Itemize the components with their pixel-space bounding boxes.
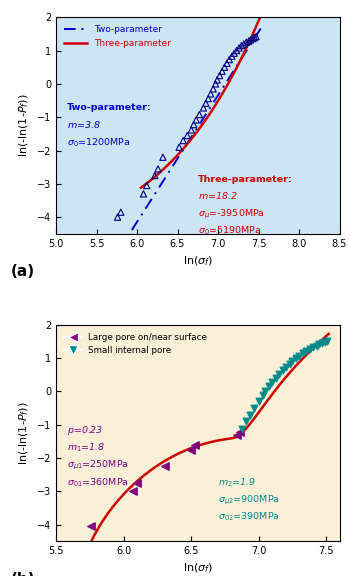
Y-axis label: ln(-ln(1-$P_f$)): ln(-ln(1-$P_f$)) xyxy=(18,94,31,157)
Point xyxy=(180,136,186,145)
Point xyxy=(276,370,281,379)
Y-axis label: ln(-ln(1-$P_f$)): ln(-ln(1-$P_f$)) xyxy=(18,401,31,465)
Point xyxy=(303,346,309,355)
Point xyxy=(88,522,94,531)
Text: $m$=18.2: $m$=18.2 xyxy=(198,190,237,201)
Point xyxy=(213,79,218,89)
Point xyxy=(224,59,230,68)
Point xyxy=(260,391,265,400)
Point xyxy=(314,341,319,350)
Point xyxy=(250,34,255,43)
Point xyxy=(283,362,288,372)
Point xyxy=(253,32,259,41)
Point xyxy=(217,71,222,80)
Text: $m_1$=1.8: $m_1$=1.8 xyxy=(67,441,106,454)
Text: $\sigma_{\mu2}$=900MPa: $\sigma_{\mu2}$=900MPa xyxy=(218,494,279,507)
Point xyxy=(296,351,302,360)
Text: Three-parameter:: Three-parameter: xyxy=(198,175,292,184)
Point xyxy=(256,397,261,406)
Text: (a): (a) xyxy=(10,264,35,279)
Point xyxy=(269,378,275,387)
Point xyxy=(176,143,182,152)
Point xyxy=(234,431,240,440)
Legend: Large pore on/near surface, Small internal pore: Large pore on/near surface, Small intern… xyxy=(60,329,211,359)
Point xyxy=(244,37,249,47)
Point xyxy=(162,462,168,471)
Point xyxy=(219,67,225,76)
Point xyxy=(247,410,253,419)
Point xyxy=(229,52,234,61)
Text: Two-parameter:: Two-parameter: xyxy=(67,104,152,112)
Point xyxy=(184,131,190,140)
X-axis label: ln($\sigma_f$): ln($\sigma_f$) xyxy=(183,254,213,268)
Text: (b): (b) xyxy=(10,572,35,576)
Point xyxy=(234,46,239,55)
Point xyxy=(266,382,272,391)
Point xyxy=(319,339,325,348)
Point xyxy=(192,441,198,450)
Point xyxy=(289,356,295,365)
Point xyxy=(226,55,232,64)
X-axis label: ln($\sigma_f$): ln($\sigma_f$) xyxy=(183,562,213,575)
Point xyxy=(241,39,247,48)
Point xyxy=(252,33,257,42)
Legend: Two-parameter, Three-parameter: Two-parameter, Three-parameter xyxy=(61,22,175,51)
Point xyxy=(188,445,194,454)
Point xyxy=(141,190,146,199)
Point xyxy=(300,348,306,358)
Point xyxy=(130,487,136,496)
Point xyxy=(231,48,237,58)
Point xyxy=(201,103,206,112)
Text: $\sigma_{02}$=390MPa: $\sigma_{02}$=390MPa xyxy=(218,511,279,523)
Point xyxy=(237,427,243,437)
Point xyxy=(316,340,322,349)
Point xyxy=(239,41,244,50)
Point xyxy=(152,171,158,180)
Point xyxy=(188,126,194,135)
Point xyxy=(252,404,257,413)
Point xyxy=(197,110,202,119)
Point xyxy=(280,366,286,375)
Point xyxy=(191,120,196,129)
Point xyxy=(203,98,209,108)
Point xyxy=(144,181,149,190)
Point xyxy=(134,479,140,488)
Point xyxy=(160,153,166,162)
Point xyxy=(222,63,227,72)
Text: $\sigma_0$=5190MPa: $\sigma_0$=5190MPa xyxy=(198,225,261,237)
Point xyxy=(246,36,252,46)
Point xyxy=(215,75,220,85)
Text: $m_2$=1.9: $m_2$=1.9 xyxy=(218,476,256,488)
Point xyxy=(273,374,279,383)
Text: $m$=3.8: $m$=3.8 xyxy=(67,119,101,130)
Point xyxy=(155,164,161,173)
Point xyxy=(208,89,213,98)
Point xyxy=(262,386,268,396)
Point xyxy=(322,338,328,347)
Point xyxy=(115,213,120,222)
Point xyxy=(307,344,313,354)
Text: $\sigma_{01}$=360MPa: $\sigma_{01}$=360MPa xyxy=(67,476,129,488)
Point xyxy=(310,343,315,352)
Point xyxy=(193,115,199,124)
Text: $\sigma_{\mu1}$=250MPa: $\sigma_{\mu1}$=250MPa xyxy=(67,459,129,472)
Text: $p$=0.23: $p$=0.23 xyxy=(67,424,104,437)
Point xyxy=(205,94,211,103)
Point xyxy=(287,359,292,369)
Point xyxy=(324,336,330,346)
Point xyxy=(244,417,249,426)
Point xyxy=(210,84,216,93)
Point xyxy=(118,207,124,217)
Point xyxy=(239,424,245,433)
Text: $\sigma_\mu$=-3950MPa: $\sigma_\mu$=-3950MPa xyxy=(198,208,265,221)
Point xyxy=(294,354,299,363)
Text: $\sigma_0$=1200MPa: $\sigma_0$=1200MPa xyxy=(67,136,131,149)
Point xyxy=(236,43,242,52)
Point xyxy=(247,35,253,44)
